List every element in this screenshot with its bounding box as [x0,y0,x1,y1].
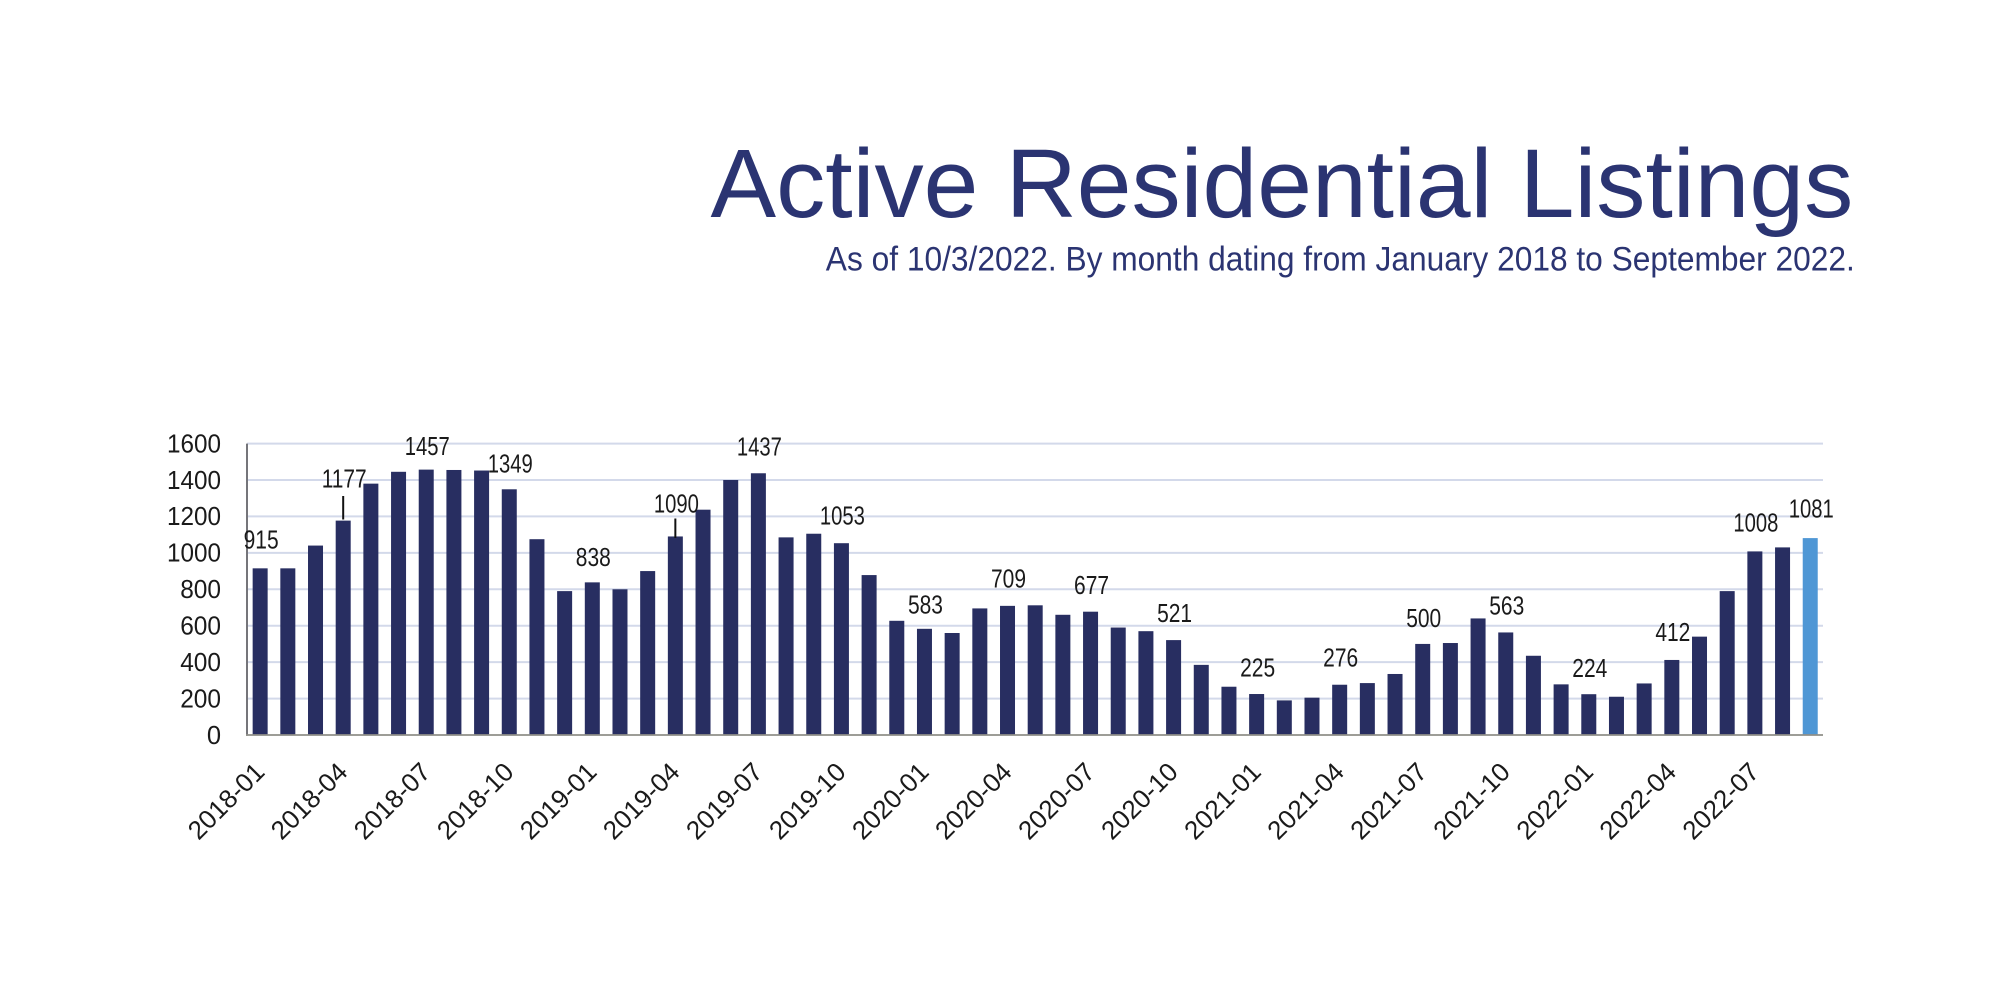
svg-text:521: 521 [1157,598,1192,628]
svg-text:1437: 1437 [737,432,782,462]
svg-text:Active Residential Listings: Active Residential Listings [711,129,1854,238]
svg-text:1200: 1200 [167,503,221,531]
svg-text:600: 600 [180,613,221,641]
svg-text:1600: 1600 [167,430,221,458]
svg-text:1349: 1349 [488,449,533,479]
svg-text:1400: 1400 [167,467,221,495]
svg-text:1090: 1090 [654,489,699,519]
svg-text:1177: 1177 [322,464,367,494]
svg-text:As of 10/3/2022. By month dati: As of 10/3/2022. By month dating from Ja… [826,241,1855,279]
svg-text:200: 200 [180,685,221,713]
svg-text:412: 412 [1655,617,1690,647]
svg-text:583: 583 [908,590,943,620]
svg-text:1000: 1000 [167,540,221,568]
svg-text:838: 838 [576,542,611,572]
svg-text:400: 400 [180,649,221,677]
svg-text:1457: 1457 [405,431,450,461]
svg-text:709: 709 [991,563,1026,593]
svg-text:1081: 1081 [1789,494,1834,524]
svg-text:225: 225 [1240,652,1275,682]
svg-text:1053: 1053 [820,501,865,531]
svg-text:1008: 1008 [1733,507,1778,537]
svg-text:677: 677 [1074,570,1109,600]
svg-text:800: 800 [180,576,221,604]
svg-text:224: 224 [1572,653,1607,683]
svg-text:0: 0 [207,722,221,750]
svg-text:276: 276 [1323,643,1358,673]
svg-text:563: 563 [1489,590,1524,620]
svg-text:915: 915 [244,524,279,554]
svg-text:500: 500 [1406,603,1441,633]
